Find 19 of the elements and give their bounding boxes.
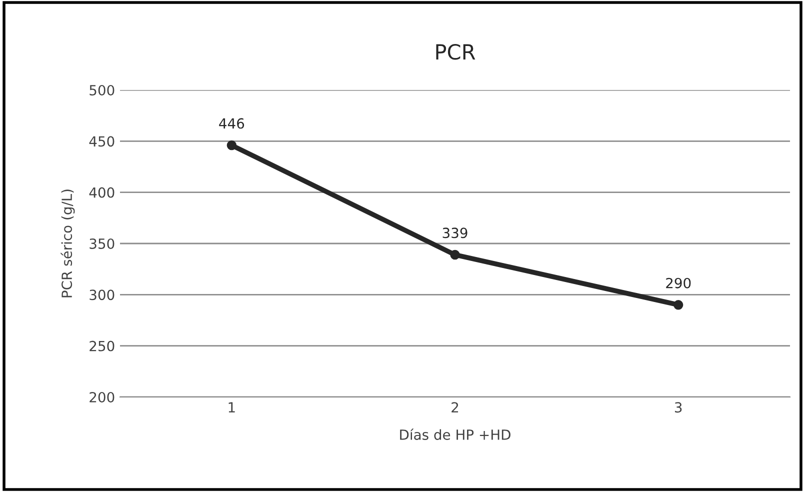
y-tick-label: 450 <box>89 136 114 147</box>
y-tick-label: 350 <box>90 238 114 249</box>
y-axis-title: PCR sérico (g/L) <box>60 190 75 298</box>
x-tick-label: 1 <box>228 402 235 412</box>
y-tick-label: 500 <box>90 84 114 96</box>
y-tick-label: 200 <box>90 392 114 402</box>
data-label: 339 <box>442 228 468 238</box>
chart-title: PCR <box>436 44 476 60</box>
point <box>450 250 460 260</box>
y-tick-label: 300 <box>90 290 114 300</box>
y-tick-label: 250 <box>90 340 114 352</box>
y-tick-label: 400 <box>89 187 114 198</box>
x-tick-label: 2 <box>452 402 458 412</box>
point <box>673 300 684 310</box>
point <box>226 140 237 150</box>
x-axis-title: Días de HP +HD <box>400 428 510 440</box>
data-label: 446 <box>219 118 244 129</box>
data-label: 290 <box>666 278 691 288</box>
x-tick-label: 3 <box>674 402 682 413</box>
